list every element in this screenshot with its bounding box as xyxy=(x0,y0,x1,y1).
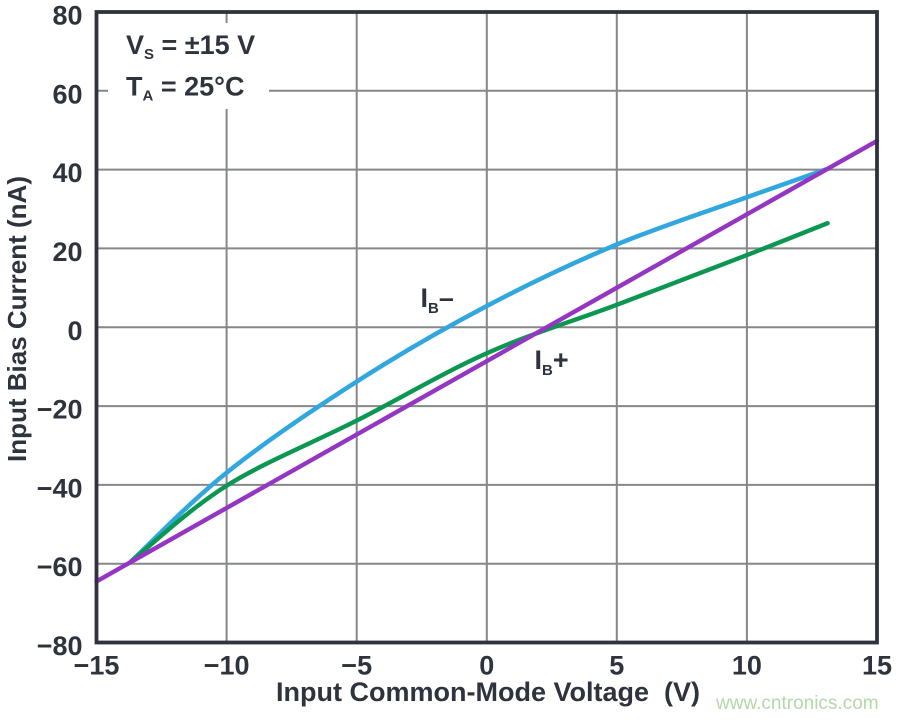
svg-text:−5: −5 xyxy=(341,651,372,681)
svg-text:5: 5 xyxy=(609,651,624,681)
svg-text:10: 10 xyxy=(732,651,762,681)
svg-text:−10: −10 xyxy=(204,651,250,681)
svg-text:−20: −20 xyxy=(37,395,83,425)
svg-text:40: 40 xyxy=(52,158,82,188)
svg-text:VS = ±15 V: VS = ±15 V xyxy=(126,30,255,63)
svg-text:80: 80 xyxy=(52,1,82,31)
svg-text:www.cntronics.com: www.cntronics.com xyxy=(715,693,879,714)
svg-text:60: 60 xyxy=(52,79,82,109)
svg-text:0: 0 xyxy=(67,316,82,346)
svg-text:15: 15 xyxy=(862,651,892,681)
svg-text:TA = 25°C: TA = 25°C xyxy=(126,72,244,105)
svg-text:−80: −80 xyxy=(37,631,83,661)
svg-text:−40: −40 xyxy=(37,473,83,503)
svg-text:Input Common-Mode Voltage (V): Input Common-Mode Voltage (V) xyxy=(276,677,700,707)
svg-text:Input Bias Current (nA): Input Bias Current (nA) xyxy=(2,176,32,462)
svg-text:20: 20 xyxy=(52,237,82,267)
svg-text:0: 0 xyxy=(479,651,494,681)
svg-text:−60: −60 xyxy=(37,552,83,582)
svg-text:−15: −15 xyxy=(74,651,120,681)
